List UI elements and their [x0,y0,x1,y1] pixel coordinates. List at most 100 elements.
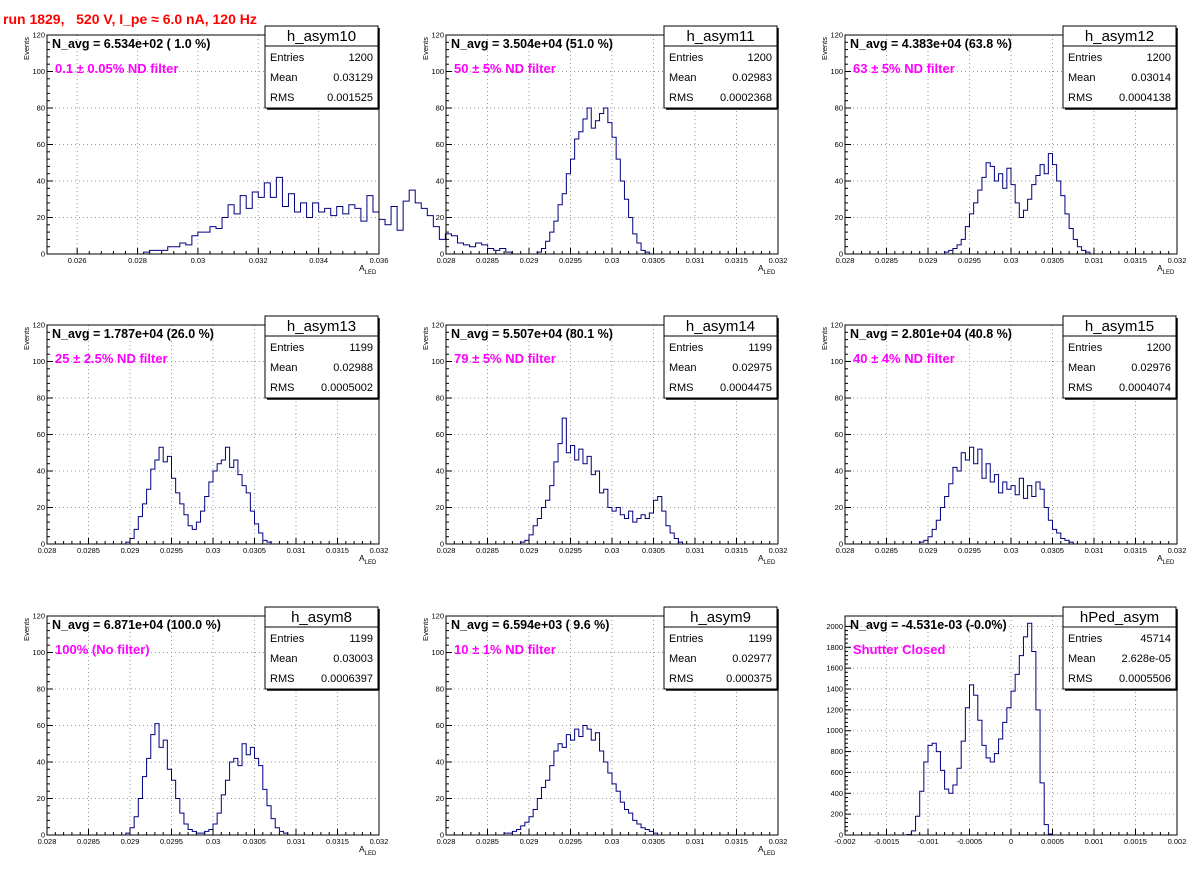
x-tick-label: 0.03 [1004,256,1019,265]
y-tick-label: 40 [37,467,45,476]
y-tick-label: 80 [37,394,45,403]
y-tick-label: 600 [830,768,843,777]
histogram-panel-h_asym9: 0.028 0.0285 0.029 0.0295 0.03 0.0305 0.031 0.0… [421,606,788,857]
y-tick-label: 40 [436,177,444,186]
y-tick-label: 0 [440,831,444,840]
histogram-panel-h_asym11: 0.028 0.0285 0.029 0.0295 0.03 0.0305 0.031 0.0… [421,25,788,276]
stats-value: 0.0004475 [720,382,772,394]
stats-value: 0.03129 [333,72,373,84]
x-tick-label: 0.0285 [77,546,100,555]
stats-key: Entries [1068,633,1103,645]
hist-name: h_asym10 [287,28,356,45]
x-tick-label: 0.029 [919,256,938,265]
x-tick-label: 0.0285 [476,546,499,555]
stats-key: RMS [1068,673,1092,685]
y-tick-label: 1800 [826,643,843,652]
y-tick-label: 800 [830,747,843,756]
x-tick-label: 0.0315 [326,546,349,555]
y-tick-label: 20 [37,503,45,512]
x-tick-label: 0.034 [309,256,328,265]
y-tick-label: 60 [835,140,843,149]
stats-value: 2.628e-05 [1121,653,1171,665]
navg-label: N_avg = -4.531e-03 (-0.0%) [850,618,1007,632]
x-tick-label: 0.028 [437,837,456,846]
y-tick-label: 0 [41,831,45,840]
y-tick-label: 60 [37,721,45,730]
x-tick-label: 0.028 [38,837,57,846]
y-tick-label: 80 [37,104,45,113]
histogram-line [533,107,654,255]
y-tick-label: 0 [440,250,444,259]
x-axis-title-main: A [359,263,365,273]
x-tick-label: 0.0305 [642,256,665,265]
x-tick-label: 0.032 [769,256,788,265]
x-tick-label: 0.0295 [958,546,981,555]
filter-label: 50 ± 5% ND filter [454,61,556,76]
filter-label: 0.1 ± 0.05% ND filter [55,61,178,76]
navg-label: N_avg = 6.534e+02 ( 1.0 %) [52,37,210,51]
stats-key: RMS [669,673,693,685]
x-axis-title: ALED [758,263,776,276]
y-tick-label: 80 [835,104,843,113]
stats-value: 0.03003 [333,653,373,665]
y-tick-label: 80 [436,685,444,694]
x-tick-label: 0.032 [769,546,788,555]
x-tick-label: 0.0295 [559,256,582,265]
x-tick-label: 0.031 [686,546,705,555]
x-tick-label: 0.0315 [725,837,748,846]
y-axis-title: Events [421,37,430,60]
x-tick-label: 0.028 [437,546,456,555]
y-tick-label: 120 [32,321,45,330]
x-tick-label: 0.0005 [1041,837,1064,846]
x-tick-label: 0.031 [287,546,306,555]
y-tick-label: 60 [436,721,444,730]
filter-label: Shutter Closed [853,642,946,657]
stats-key: Entries [669,52,704,64]
stats-value: 0.02988 [333,362,373,374]
stats-value: 0.001525 [327,92,373,104]
y-tick-label: 40 [436,758,444,767]
x-tick-label: 0.0295 [160,837,183,846]
stats-key: Entries [270,342,305,354]
stats-key: Entries [1068,52,1103,64]
stats-value: 1200 [349,52,373,64]
x-tick-label: 0.03 [206,546,221,555]
x-tick-label: 0.029 [919,546,938,555]
y-tick-label: 100 [32,67,45,76]
x-axis-title-main: A [1157,553,1163,563]
navg-label: N_avg = 2.801e+04 (40.8 %) [850,327,1012,341]
stats-box: h_asym13 Entries 1199 Mean 0.02988 RMS 0.00050… [264,315,380,400]
stats-value: 0.0004138 [1119,92,1171,104]
hist-name: h_asym13 [287,318,356,335]
stats-key: RMS [669,382,693,394]
x-tick-label: 0.028 [38,546,57,555]
x-tick-label: 0.0295 [958,256,981,265]
y-tick-label: 100 [32,648,45,657]
x-tick-label: 0.0295 [559,546,582,555]
y-tick-label: 100 [431,648,444,657]
x-axis-title-sub: LED [365,270,377,276]
stats-key: Mean [270,653,298,665]
x-tick-label: 0.0285 [77,837,100,846]
y-tick-label: 200 [830,810,843,819]
x-axis-title: ALED [758,553,776,566]
x-axis-title-main: A [758,553,764,563]
x-tick-label: 0.029 [121,837,140,846]
y-tick-label: 400 [830,789,843,798]
navg-label: N_avg = 6.594e+03 ( 9.6 %) [451,618,609,632]
x-tick-label: 0.0015 [1124,837,1147,846]
y-tick-label: 40 [835,467,843,476]
stats-key: Entries [270,52,305,64]
y-axis-title: Events [421,618,430,641]
x-axis-title-main: A [1157,263,1163,273]
histogram-line [125,723,292,836]
x-tick-label: -0.001 [917,837,938,846]
y-tick-label: 20 [37,794,45,803]
x-tick-label: 0.032 [769,837,788,846]
x-axis-title-sub: LED [365,560,377,566]
y-axis-title: Events [22,618,31,641]
x-tick-label: 0.0305 [243,837,266,846]
stats-value: 0.03014 [1131,72,1171,84]
y-tick-label: 40 [436,467,444,476]
x-tick-label: 0.0285 [476,837,499,846]
